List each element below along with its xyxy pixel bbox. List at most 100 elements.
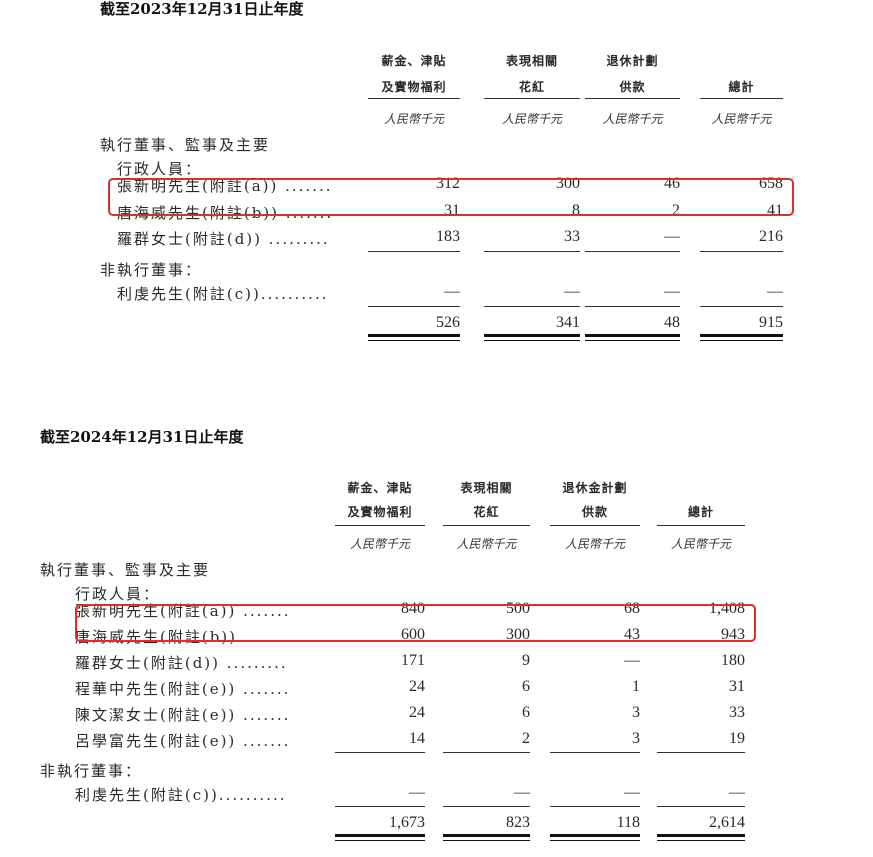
header-underline [700,98,783,99]
header-underline [368,98,460,99]
cell-value: — [767,283,783,300]
subtotal-underline [550,752,640,753]
cell-value: 33 [729,704,745,721]
total-underline [484,305,580,307]
cell-value: 24 [409,704,425,721]
cell-value: 14 [409,730,425,747]
subtotal-underline [335,752,425,753]
total-value: 2,614 [709,814,745,831]
total-double-underline [368,333,460,338]
subtotal-underline [484,250,580,252]
cell-value: — [564,283,580,300]
cell-value: 6 [522,678,530,695]
cell-value: — [444,283,460,300]
cell-value: 216 [759,228,783,245]
total-underline [657,806,745,807]
row-label: 羅群女士(附註(d)) ......... [117,230,330,248]
column-header-line2: 及實物福利 [381,80,447,94]
cell-value: 24 [409,678,425,695]
total-underline [335,806,425,807]
cell-value: 600 [401,626,425,643]
header-underline [550,525,640,526]
cell-value: — [624,784,640,801]
total-value: 341 [556,313,580,331]
total-underline [585,305,680,307]
subtotal-underline [443,752,530,753]
cell-value: 300 [506,626,530,643]
total-underline [368,305,460,307]
row-label: 唐海威先生(附註(b)) ....... [117,203,334,222]
total-value: 915 [759,313,783,331]
column-unit: 人民幣千元 [564,537,625,551]
table-title: 截至2024年12月31日止年度 [40,428,244,446]
total-value: 118 [616,814,640,831]
column-header-line2: 花紅 [518,80,545,94]
total-double-underline [585,333,680,338]
cell-value: 3 [632,730,640,747]
cell-value: 31 [729,678,745,695]
column-unit: 人民幣千元 [602,112,663,126]
header-underline [335,525,425,526]
row-label: 陳文潔女士(附註(e)) ....... [75,706,291,724]
column-header-line1: 表現相關 [505,54,558,68]
column-header-line1: 薪金、津貼 [381,54,447,68]
total-value: 1,673 [389,814,425,831]
cell-value: 171 [401,652,425,669]
cell-value: 19 [729,730,745,747]
column-header-line1: 退休金計劃 [562,481,628,495]
header-underline [585,98,680,99]
total-double-underline [335,834,425,838]
total-double-underline [700,333,783,338]
cell-value: 1 [632,678,640,695]
total-underline [700,305,783,307]
cell-value: 2 [522,730,530,747]
cell-value: — [729,784,745,801]
header-underline [657,525,745,526]
cell-value: 2 [672,201,680,219]
cell-value: 9 [522,652,530,669]
cell-value: 8 [572,201,580,219]
row-label: 程華中先生(附註(e)) ....... [75,680,291,698]
column-header-line1: 表現相關 [460,481,513,495]
column-unit: 人民幣千元 [383,112,444,126]
highlight-box [108,178,794,216]
section-heading-executive: 執行董事、監事及主要 [100,136,271,154]
total-double-underline [657,834,745,838]
section-heading-non-executive: 非執行董事： [40,762,143,780]
column-unit: 人民幣千元 [501,112,562,126]
subtotal-underline [700,250,783,252]
cell-value: 183 [436,228,460,245]
subtotal-underline [585,250,680,252]
section-subheading-executive: 行政人員： [117,160,203,178]
column-unit: 人民幣千元 [349,537,410,551]
column-unit: 人民幣千元 [456,537,517,551]
column-unit: 人民幣千元 [670,537,731,551]
row-label: 張新明先生(附註(a)) ....... [117,177,333,195]
cell-value: 33 [564,228,580,245]
section-subheading-executive: 行政人員： [75,585,161,603]
total-underline [550,806,640,807]
row-label: 利虔先生(附註(c)).......... [75,786,287,804]
highlight-box [75,604,756,642]
subtotal-underline [657,752,745,753]
section-heading-non-executive: 非執行董事： [100,260,203,279]
cell-value: — [664,283,680,300]
total-double-underline [484,333,580,338]
cell-value: 180 [721,652,745,669]
column-header-line2: 花紅 [473,505,500,519]
cell-value: 943 [721,626,745,643]
cell-value: — [514,784,530,801]
subtotal-underline [368,250,460,252]
total-double-underline [550,834,640,838]
total-underline [443,806,530,807]
cell-value: 3 [632,704,640,721]
column-header-line2: 總計 [687,505,714,519]
column-header-line2: 供款 [619,80,646,94]
cell-value: — [409,784,425,801]
cell-value: — [664,228,680,245]
column-header-line2: 及實物福利 [347,505,413,519]
table-title: 截至2023年12月31日止年度 [100,0,304,18]
row-label: 張新明先生(附註(a)) ....... [75,602,291,620]
cell-value: 43 [624,626,640,643]
header-underline [443,525,530,526]
